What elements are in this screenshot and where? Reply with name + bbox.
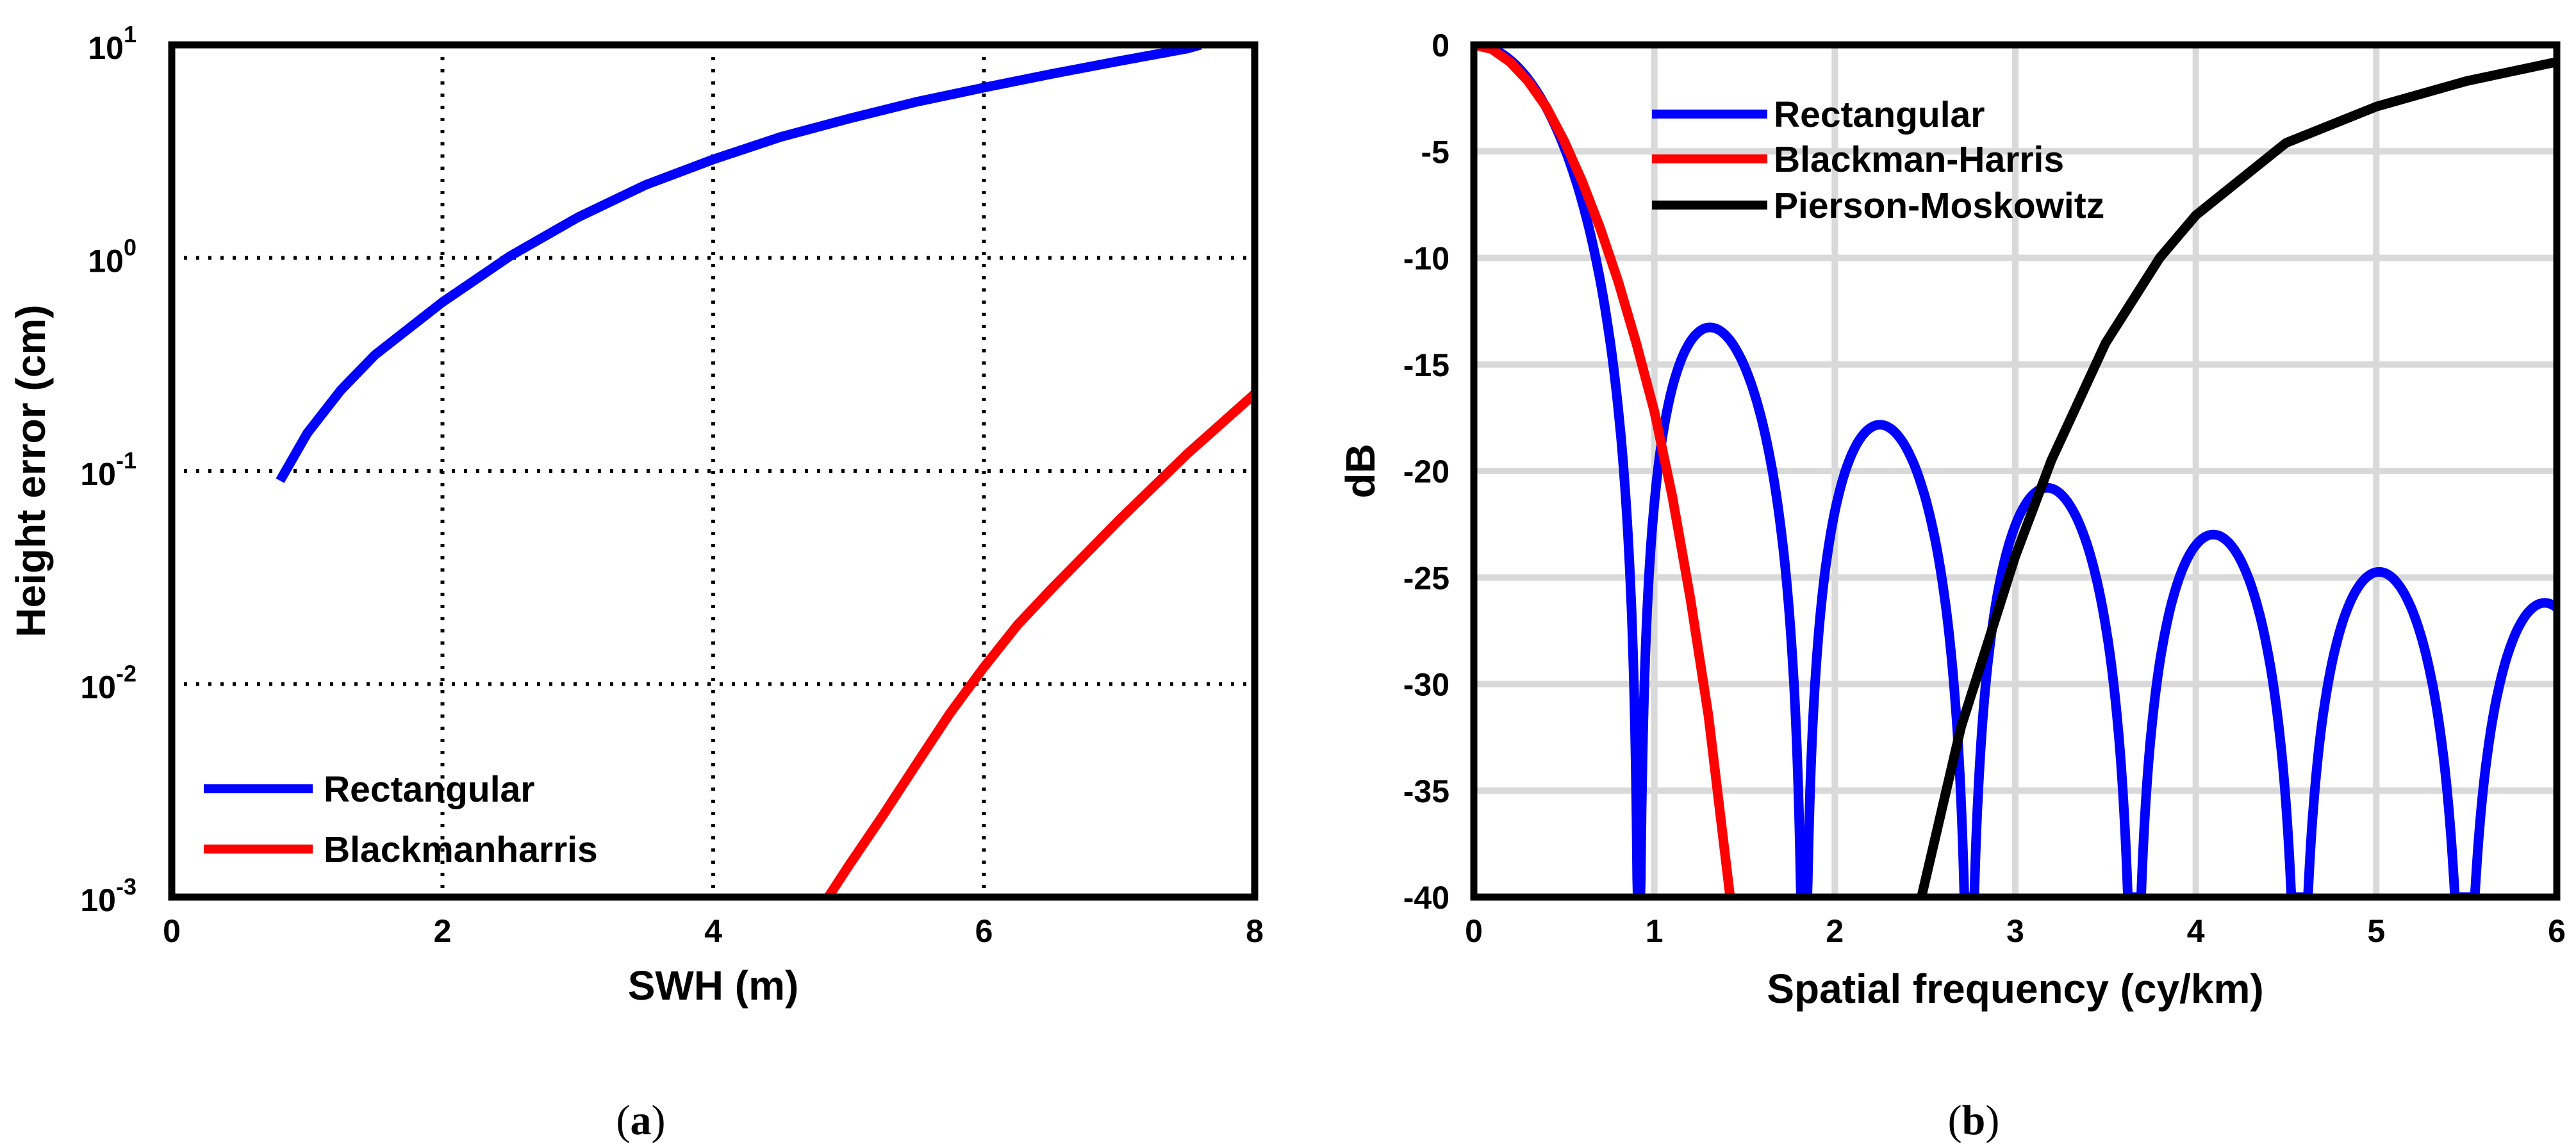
panel-a-series-line-rectangular <box>276 45 1202 483</box>
panel-a-xtick-label: 4 <box>704 913 722 949</box>
panel-b-ytick-label: -5 <box>1421 134 1449 170</box>
panel-a-ytick-base: 10 <box>80 456 116 492</box>
panel-a-xtick-label: 2 <box>434 913 452 949</box>
panel-a-caption-letter: a <box>631 1097 652 1144</box>
panel-b-ytick-label: -40 <box>1403 880 1449 916</box>
panel-a-ytick-label: 10-2 <box>80 661 136 706</box>
panel-b-ytick-label: -20 <box>1403 454 1449 490</box>
panel-b-spectrum-chart: 0 1 2 3 4 5 6 0 -5 -10 -15 -20 -25 -30 -35 -40 Spatial … <box>1337 28 2566 1144</box>
panel-b-ytick-label: -15 <box>1403 347 1449 383</box>
panel-b-legend: Rectangular Blackman-Harris Pierson-Mosk… <box>1652 94 2104 226</box>
panel-a-ytick-base: 10 <box>88 30 124 66</box>
panel-b-series <box>1474 45 2557 897</box>
panel-a-ytick-exponent: -2 <box>116 661 136 687</box>
panel-b-ylabel: dB <box>1337 443 1383 498</box>
panel-b-ytick-label: -35 <box>1403 773 1449 809</box>
panel-b-xtick-label: 6 <box>2548 913 2566 949</box>
panel-b-series-line-pierson-moskowitz <box>1917 57 2557 897</box>
panel-b-caption: (b) <box>1948 1097 2000 1144</box>
panel-a-ytick-base: 10 <box>80 882 116 918</box>
panel-a-ytick-base: 10 <box>88 243 124 279</box>
panel-b-xtick-label: 3 <box>2006 913 2024 949</box>
panel-a-grid <box>172 45 1255 897</box>
panel-a-legend-label-rectangular: Rectangular <box>324 769 534 810</box>
panel-a-ytick-label: 10-3 <box>80 873 136 918</box>
panel-b-caption-letter: b <box>1962 1097 1986 1144</box>
panel-a-ytick-exponent: -1 <box>116 447 136 474</box>
panel-a-xlabel: SWH (m) <box>628 962 799 1009</box>
panel-b-series-line-rectangular <box>1474 45 2557 897</box>
panel-b-series-line-blackman-harris <box>1474 45 1735 897</box>
panel-b-xtick-label: 0 <box>1465 913 1483 949</box>
panel-a-series <box>276 45 1255 897</box>
panel-b-grid <box>1474 45 2557 897</box>
panel-a-ytick-exponent: -3 <box>116 873 136 900</box>
panel-b-xtick-label: 4 <box>2187 913 2205 949</box>
panel-a-ytick-label: 10-1 <box>80 447 136 492</box>
panel-b-xtick-label: 2 <box>1826 913 1844 949</box>
panel-b-xtick-label: 1 <box>1646 913 1664 949</box>
panel-b-xlabel: Spatial frequency (cy/km) <box>1767 966 2263 1012</box>
panel-a-xtick-label: 8 <box>1246 913 1264 949</box>
panel-a-caption: (a) <box>616 1097 666 1144</box>
panel-a-ylabel: Height error (cm) <box>8 304 54 637</box>
panel-b-ytick-label: -10 <box>1403 241 1449 277</box>
panel-b-legend-label-pierson-moskowitz: Pierson-Moskowitz <box>1774 185 2104 226</box>
panel-a-ytick-base: 10 <box>80 670 116 706</box>
panel-a-ytick-exponent: 1 <box>124 21 136 47</box>
panel-b-ytick-label: -30 <box>1403 667 1449 703</box>
panel-a-ytick-label: 100 <box>88 235 136 279</box>
panel-a-frame <box>168 41 1259 901</box>
panel-a-ytick-exponent: 0 <box>124 235 136 261</box>
panel-a-series-line-blackmanharris <box>824 390 1255 897</box>
panel-a-xtick-label: 0 <box>163 913 181 949</box>
panel-a-xtick-label: 6 <box>975 913 993 949</box>
panel-b-frame <box>1470 41 2561 901</box>
panel-a-legend: Rectangular Blackmanharris <box>204 769 598 870</box>
panel-b-xtick-label: 5 <box>2367 913 2385 949</box>
panel-a-ytick-label: 101 <box>88 21 136 66</box>
panel-b-tick-labels: 0 1 2 3 4 5 6 0 -5 -10 -15 -20 -25 -30 -35 -40 <box>1403 28 2566 949</box>
panel-b-ytick-label: -25 <box>1403 560 1449 596</box>
panel-b-legend-label-rectangular: Rectangular <box>1774 94 1985 135</box>
panel-a-legend-label-blackmanharris: Blackmanharris <box>324 829 598 870</box>
panel-b-legend-label-blackman-harris: Blackman-Harris <box>1774 139 2064 180</box>
panel-b-ytick-label: 0 <box>1432 28 1449 63</box>
